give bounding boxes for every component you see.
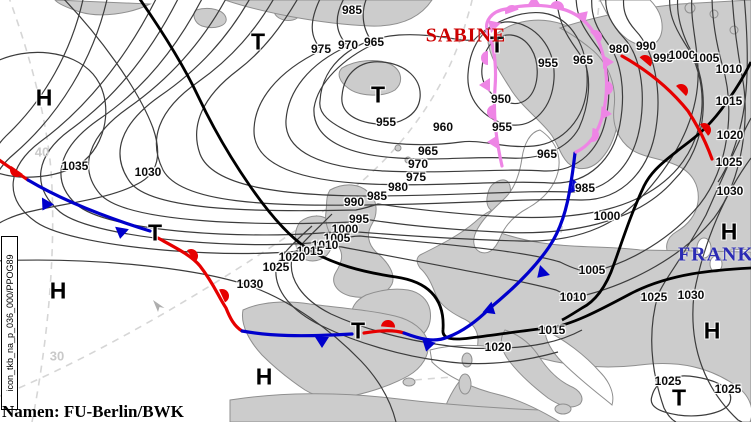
- plot-code-box: icon_tkb_na_p_036_000/PPOG89: [1, 236, 18, 410]
- cold-front-mediterranean: [402, 306, 492, 342]
- cold-front-west: [26, 178, 152, 233]
- warm-front-east: [620, 54, 714, 161]
- ireland: [294, 215, 334, 262]
- warm-front-iberia: [362, 329, 406, 335]
- landmasses: [54, 0, 751, 422]
- plot-code-label: icon_tkb_na_p_036_000/PPOG89: [4, 254, 15, 392]
- cold-front-main: [488, 151, 577, 310]
- credit-label: Namen: FU-Berlin/BWK: [2, 402, 184, 421]
- isobars-bold: [138, 0, 751, 341]
- mediterranean-islands: [402, 329, 583, 415]
- mouse-cursor-icon: [153, 300, 165, 312]
- cold-front-iberia: [240, 329, 354, 338]
- warm-front-southwest: [156, 236, 244, 333]
- warm-front-west: [0, 158, 30, 182]
- sea-cutouts: [429, 0, 751, 422]
